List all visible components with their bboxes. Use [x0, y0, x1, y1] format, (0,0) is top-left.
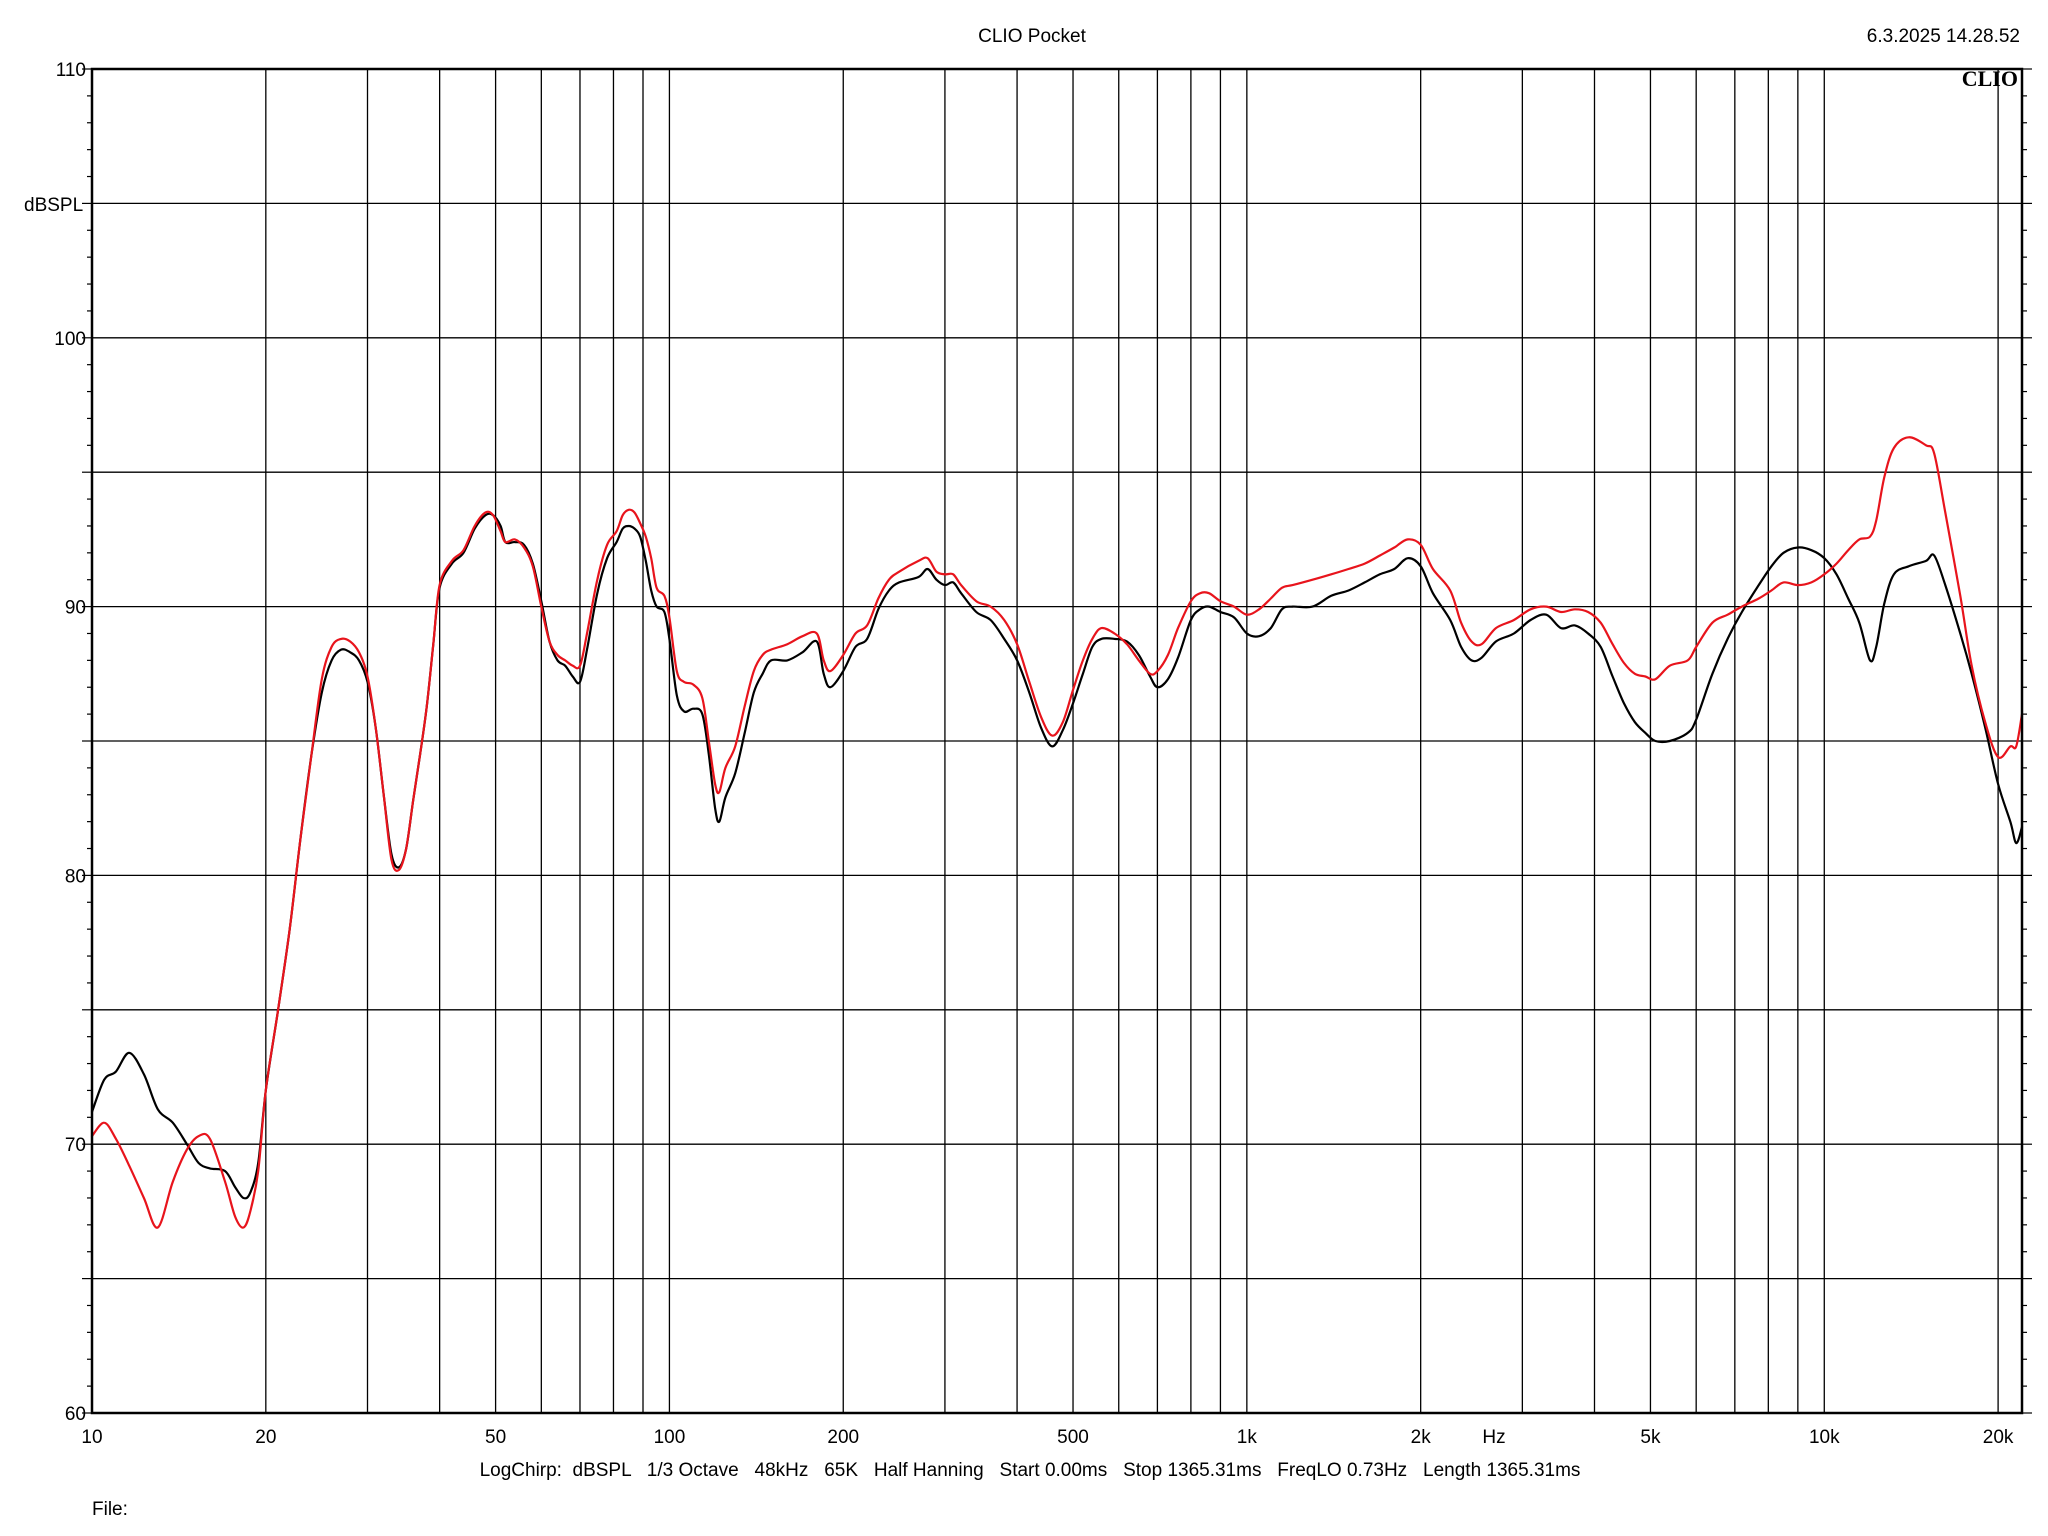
series [90, 436, 2024, 1229]
series-line-red [90, 436, 2024, 1229]
x-tick-label: 1k [1237, 1427, 1258, 1448]
plot-frame [90, 67, 2024, 1415]
y-tick-label: 80 [65, 866, 86, 887]
measurement-settings: LogChirp: dBSPL 1/3 Octave 48kHz 65K Hal… [480, 1460, 1581, 1481]
y-tick-label: 60 [65, 1404, 86, 1425]
y-axis-label: dBSPL [24, 195, 83, 216]
y-tick-label: 90 [65, 598, 86, 619]
tick-labels: 10 20 50 100 200 500 1k 2k 5k 10k 20k 60 70 80 90 100 11… [54, 60, 2014, 1448]
grid [82, 68, 2032, 1414]
x-tick-label: 500 [1057, 1427, 1089, 1448]
x-tick-label: 2k [1411, 1427, 1432, 1448]
x-axis-label: Hz [1482, 1427, 1505, 1448]
chart-title: CLIO Pocket [978, 26, 1086, 47]
y-tick-label: 100 [54, 329, 86, 350]
x-tick-label: 200 [827, 1427, 859, 1448]
y-tick-label: 110 [56, 60, 86, 81]
y-tick-label: 70 [65, 1135, 86, 1156]
x-tick-label: 10 [81, 1427, 102, 1448]
x-tick-label: 20k [1983, 1427, 2014, 1448]
x-tick-label: 20 [255, 1427, 276, 1448]
x-tick-label: 50 [485, 1427, 506, 1448]
series-line-black [90, 512, 2024, 1200]
x-tick-label: 100 [654, 1427, 686, 1448]
timestamp: 6.3.2025 14.28.52 [1867, 26, 2020, 47]
file-label: File: [92, 1499, 128, 1520]
x-tick-label: 10k [1809, 1427, 1840, 1448]
x-tick-label: 5k [1640, 1427, 1661, 1448]
